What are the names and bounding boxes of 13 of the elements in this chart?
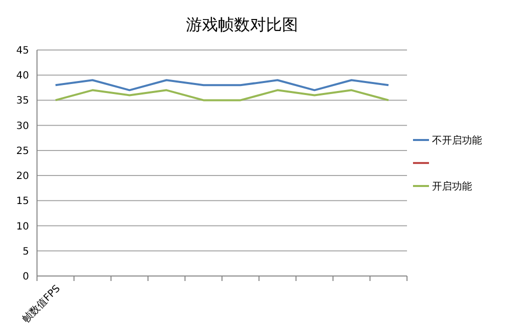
y-tick-label: 10 bbox=[16, 221, 29, 232]
y-tick-label: 20 bbox=[16, 171, 29, 182]
y-tick-label: 15 bbox=[16, 196, 29, 208]
y-tick-label: 45 bbox=[16, 46, 29, 56]
y-tick-label: 35 bbox=[16, 96, 29, 107]
legend-label: 开启功能 bbox=[432, 180, 472, 192]
legend-label: 不开启功能 bbox=[432, 134, 482, 146]
chart-title: 游戏帧数对比图 bbox=[186, 15, 298, 34]
y-tick-label: 25 bbox=[16, 146, 29, 157]
y-tick-label: 5 bbox=[22, 246, 29, 258]
y-tick-label: 40 bbox=[16, 70, 29, 82]
y-tick-label: 0 bbox=[22, 272, 29, 282]
y-tick-label: 30 bbox=[16, 120, 29, 132]
